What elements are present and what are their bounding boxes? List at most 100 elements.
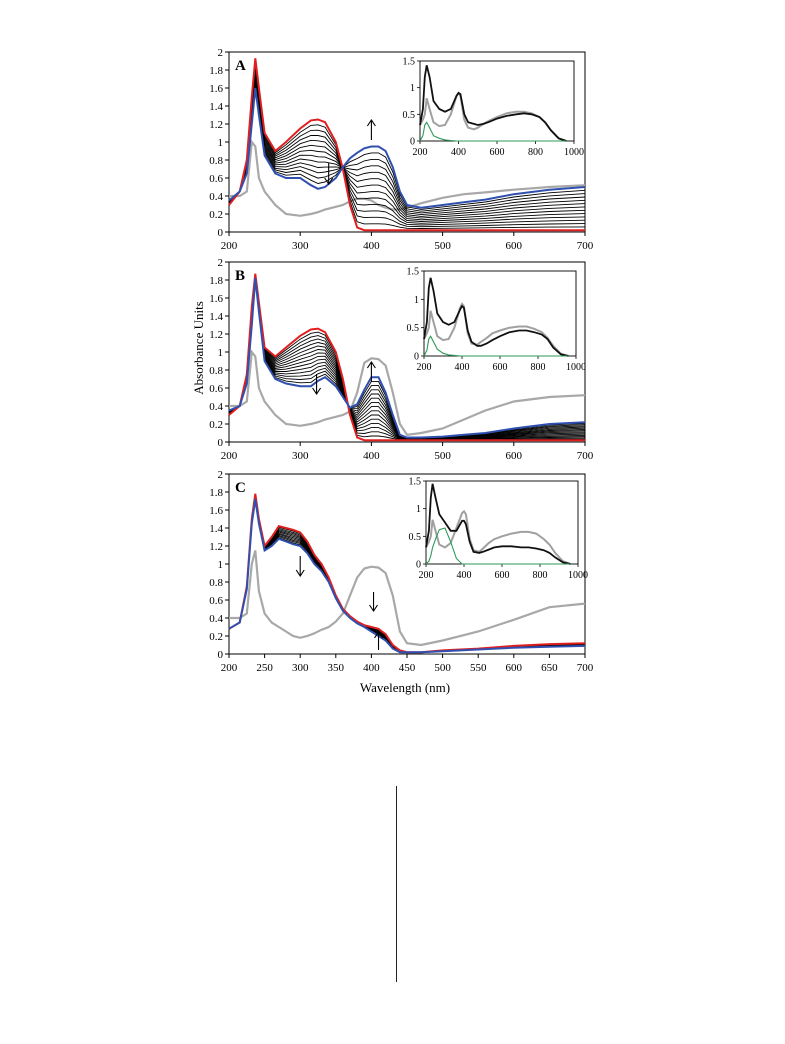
inset-y-tick-label: 1 [410,83,415,94]
x-tick-label: 400 [363,662,380,674]
inset-x-tick-label: 200 [417,362,432,373]
y-tick-label: 0.6 [209,595,223,607]
y-tick-label: 0 [218,649,224,661]
y-tick-label: 1.2 [209,541,223,553]
y-tick-label: 0 [218,437,224,449]
inset-x-tick-label: 600 [490,147,505,158]
inset-x-tick-label: 600 [493,362,508,373]
x-tick-label: 500 [434,662,451,674]
page-divider-line [396,786,397,982]
inset-x-tick-label: 400 [457,570,472,581]
y-tick-label: 1.4 [209,523,223,535]
inset-c: 0 0.5 1 1.5 200 400 600 800 1000 [409,477,589,582]
y-tick-label: 0.4 [209,401,223,413]
x-tick-label: 600 [506,240,523,252]
inset-x-tick-label: 400 [451,147,466,158]
inset-y-tick-label: 0.5 [409,532,422,543]
y-tick-label: 2 [218,47,224,59]
inset-x-tick-label: 800 [533,570,548,581]
x-tick-label: 550 [470,662,487,674]
x-tick-label: 350 [328,662,345,674]
arrow-down [295,556,305,577]
y-tick-label: 0.8 [209,155,223,167]
inset-x-tick-label: 200 [413,147,428,158]
x-tick-label: 250 [256,662,273,674]
x-tick-label: 200 [221,450,238,462]
x-tick-label: 300 [292,450,309,462]
y-tick-label: 1.6 [209,293,223,305]
inset-y-tick-label: 0.5 [407,323,420,334]
y-tick-label: 1 [218,347,224,359]
y-tick-label: 0.8 [209,365,223,377]
panel-label-c: C [235,480,246,496]
x-tick-label: 650 [541,662,558,674]
inset-series-green [423,335,569,357]
inset-x-tick-label: 1000 [568,570,588,581]
y-tick-label: 0.6 [209,173,223,185]
y-tick-label: 1.4 [209,101,223,113]
inset-x-tick-label: 400 [455,362,470,373]
inset-y-tick-label: 1.5 [403,57,416,68]
inset-frame [423,270,577,357]
x-tick-label: 500 [434,240,451,252]
y-axis-title: Absorbance Units [191,301,206,395]
x-tick-label: 200 [221,240,238,252]
y-tick-label: 0.4 [209,191,223,203]
y-tick-label: 1.2 [209,329,223,341]
inset-a: 0 0.5 1 1.5 200 400 600 800 1000 [403,57,585,159]
inset-series-black [425,483,571,565]
y-tick-label: 2 [218,257,224,269]
y-tick-label: 1.8 [209,487,223,499]
inset-y-tick-label: 0 [414,352,419,363]
x-tick-label: 450 [399,662,416,674]
inset-y-tick-label: 0.5 [403,110,416,121]
y-tick-label: 0.2 [209,631,223,643]
y-tick-label: 1 [218,137,224,149]
arrow-up [366,361,376,382]
inset-x-tick-label: 800 [528,147,543,158]
inset-series-black [419,65,567,142]
series-line-initial [228,58,585,232]
y-tick-label: 1.8 [209,65,223,77]
inset-series-green [425,527,571,565]
y-tick-label: 2 [218,469,224,481]
inset-series-gray [425,509,571,565]
series-line-final [228,499,586,654]
x-tick-label: 700 [577,240,594,252]
y-tick-label: 1.4 [209,311,223,323]
panel-label-b: B [235,268,245,284]
arrow-up [374,631,383,650]
arrow-down [324,163,334,185]
series-line-final [228,87,586,209]
x-tick-label: 300 [292,662,309,674]
inset-y-tick-label: 0 [416,560,421,571]
x-tick-label: 600 [506,662,523,674]
y-tick-label: 1.8 [209,275,223,287]
x-tick-label: 300 [292,240,309,252]
y-tick-label: 0.8 [209,577,223,589]
x-tick-label: 400 [363,240,380,252]
inset-y-tick-label: 1.5 [409,477,422,488]
y-tick-label: 0.2 [209,209,223,221]
y-tick-label: 0.6 [209,383,223,395]
inset-y-tick-label: 1.5 [407,267,420,278]
panel-label-a: A [235,58,246,74]
inset-series-green [419,121,567,142]
inset-y-tick-label: 0 [410,137,415,148]
y-tick-label: 1.6 [209,83,223,95]
y-tick-label: 1 [218,559,224,571]
inset-series-black [423,277,569,357]
panel-b: 0 0.2 0.4 0.6 0.8 1 1.2 1.4 1.6 1.8 2 200 300 400 500 6… [209,257,594,462]
inset-y-tick-label: 1 [416,504,421,515]
inset-x-tick-label: 200 [419,570,434,581]
inset-b: 0 0.5 1 1.5 200 400 600 800 1000 [407,267,587,374]
x-tick-label: 200 [221,662,238,674]
y-tick-label: 0.4 [209,613,223,625]
panel-a: 0 0.2 0.4 0.6 0.8 1 1.2 1.4 1.6 1.8 2 200 300 400 500 6… [209,47,594,252]
arrow-up [366,119,376,140]
x-axis-title: Wavelength (nm) [360,680,450,695]
panel-c: 0 0.2 0.4 0.6 0.8 1 1.2 1.4 1.6 1.8 2 200 250 300 350 4… [209,469,594,674]
x-tick-label: 400 [363,450,380,462]
arrow-down [369,592,378,612]
